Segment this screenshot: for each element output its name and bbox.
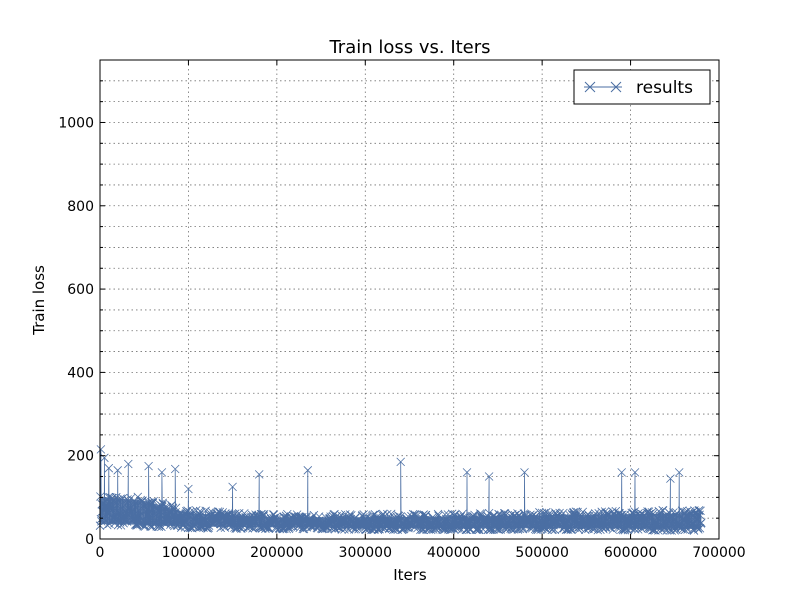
x-tick-label: 200000 [250, 545, 303, 561]
x-tick-label: 0 [96, 545, 105, 561]
x-tick-label: 700000 [692, 545, 745, 561]
y-tick-label: 600 [67, 282, 94, 298]
y-tick-label: 800 [67, 199, 94, 215]
series-layer [95, 445, 706, 535]
tick-layer: 0 100000 200000 300000 400000 500000 600000 700… [58, 60, 746, 561]
x-tick-label: 400000 [427, 545, 480, 561]
axes-frame [99, 59, 720, 540]
chart-title: Train loss vs. Iters [328, 37, 490, 58]
legend: results [573, 69, 711, 105]
y-tick-label: 0 [85, 532, 94, 548]
x-tick-label: 100000 [162, 545, 215, 561]
y-axis-label: Train loss [30, 265, 48, 336]
x-tick-label: 300000 [339, 545, 392, 561]
x-tick-label: 500000 [515, 545, 568, 561]
x-tick-label: 600000 [604, 545, 657, 561]
y-tick-label: 1000 [58, 115, 94, 131]
legend-entry-results: results [636, 78, 693, 98]
y-tick-label: 400 [67, 365, 94, 381]
legend-marker-x [584, 81, 622, 93]
x-axis-label: Iters [393, 566, 427, 584]
y-tick-label: 200 [67, 449, 94, 465]
